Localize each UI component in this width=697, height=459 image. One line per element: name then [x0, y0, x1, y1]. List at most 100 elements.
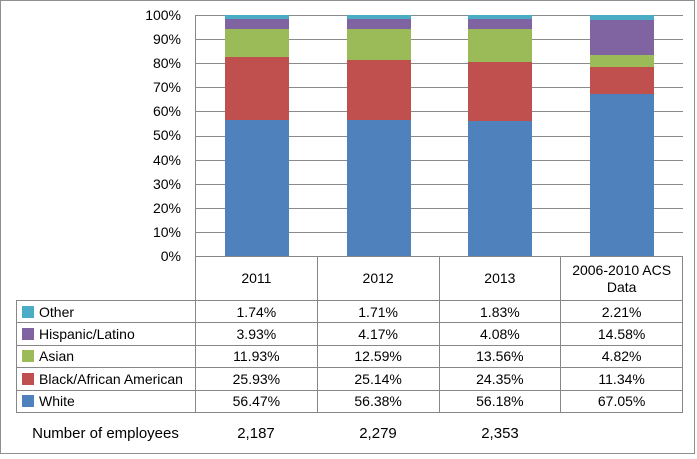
- percent-cell: 56.18%: [439, 390, 562, 413]
- bar-segment-hispanic-latino: [590, 20, 655, 56]
- percent-cell: 4.08%: [439, 323, 562, 346]
- bar-column: [318, 15, 440, 256]
- percent-cell: 25.93%: [196, 368, 318, 391]
- header-cell: 2013: [440, 257, 562, 300]
- percent-cell: 1.74%: [196, 301, 318, 324]
- employees-value: [561, 413, 683, 453]
- y-axis-tick-label: 10%: [152, 223, 181, 240]
- legend-swatch-hispanic-latino: [22, 328, 34, 341]
- bars-layer: [196, 15, 683, 256]
- percent-cell: 24.35%: [439, 368, 562, 391]
- gridline: [196, 207, 683, 209]
- employees-value: 2,353: [481, 424, 519, 442]
- legend-swatch-black-african-american: [22, 372, 34, 385]
- bar-segment-hispanic-latino: [346, 19, 411, 30]
- bar-segment-white: [590, 94, 655, 256]
- percent-cell: 14.58%: [561, 323, 683, 346]
- row-label-text: Hispanic/Latino: [39, 326, 135, 343]
- bar-segment-other: [346, 15, 411, 20]
- percent-cell: 12.59%: [317, 345, 440, 369]
- legend-swatch-white: [22, 395, 34, 408]
- percent-cell: 13.56%: [439, 345, 562, 369]
- bar-segment-black-african-american: [590, 67, 655, 95]
- percent-cell: 11.34%: [561, 368, 683, 391]
- y-axis-tick-label: 0%: [160, 247, 181, 264]
- gridline: [196, 15, 683, 16]
- bar-segment-white: [468, 120, 533, 256]
- percent-cell: 4.17%: [317, 323, 440, 346]
- bar-column: [561, 15, 683, 256]
- gridline: [196, 87, 683, 89]
- row-label-text: Black/African American: [39, 370, 183, 387]
- y-axis-tick-label: 90%: [152, 31, 181, 48]
- percent-cell: 56.38%: [317, 390, 440, 413]
- bar-segment-white: [224, 119, 289, 256]
- stacked-bar: [590, 15, 655, 256]
- y-axis-tick-label: 50%: [152, 127, 181, 144]
- legend-swatch-other: [22, 305, 34, 318]
- gridline: [196, 135, 683, 137]
- y-axis-tick-label: 40%: [152, 151, 181, 168]
- percent-cell: 3.93%: [196, 323, 318, 346]
- bar-segment-other: [468, 15, 533, 20]
- table-row-label: Asian: [17, 345, 196, 369]
- table-row-label: Other: [17, 301, 196, 324]
- gridline: [196, 63, 683, 65]
- row-label-text: Asian: [39, 348, 75, 365]
- percent-cell: 4.82%: [561, 345, 683, 369]
- bar-column: [196, 15, 318, 256]
- percent-cell: 67.05%: [561, 390, 683, 413]
- bar-segment-hispanic-latino: [224, 19, 289, 29]
- bar-segment-black-african-american: [468, 61, 533, 121]
- y-axis-tick-label: 70%: [152, 79, 181, 96]
- row-label-text: White: [39, 393, 75, 410]
- employees-row: Number of employees 2,187 2,279 2,353: [16, 413, 683, 453]
- header-cell: 2011: [196, 257, 318, 300]
- row-label-text: Other: [39, 303, 75, 320]
- header-cell: 2012: [318, 257, 440, 300]
- gridline: [196, 183, 683, 185]
- percent-cell: 1.83%: [439, 301, 562, 324]
- y-axis-tick-label: 60%: [152, 103, 181, 120]
- bar-segment-other: [224, 15, 289, 20]
- percent-cell: 2.21%: [561, 301, 683, 324]
- header-cell: 2006-2010 ACS Data: [561, 257, 683, 300]
- bar-segment-black-african-american: [224, 57, 289, 120]
- bar-segment-asian: [346, 29, 411, 60]
- table-row-label: White: [17, 390, 196, 413]
- percent-cell: 25.14%: [317, 368, 440, 391]
- y-axis-tick-label: 80%: [152, 55, 181, 72]
- y-axis-tick-label: 20%: [152, 199, 181, 216]
- percent-cell: 1.71%: [317, 301, 440, 324]
- employees-value: 2,187: [237, 424, 275, 442]
- bar-segment-white: [346, 120, 411, 256]
- employees-value: 2,279: [359, 424, 397, 442]
- bar-segment-hispanic-latino: [468, 19, 533, 30]
- employees-label: Number of employees: [32, 424, 179, 442]
- legend-swatch-asian: [22, 350, 34, 363]
- bar-segment-asian: [224, 28, 289, 58]
- stacked-bar: [224, 15, 289, 256]
- bar-segment-other: [590, 15, 655, 21]
- bar-segment-asian: [590, 55, 655, 68]
- gridline: [196, 111, 683, 113]
- y-axis: 100% 90% 80% 70% 60% 50% 40% 30% 20% 10%…: [1, 6, 181, 265]
- bar-column: [440, 15, 562, 256]
- gridline: [196, 39, 683, 41]
- y-axis-tick-label: 30%: [152, 175, 181, 192]
- percent-cell: 56.47%: [196, 390, 318, 413]
- table-row-label: Hispanic/Latino: [17, 323, 196, 346]
- y-axis-tick-label: 100%: [145, 7, 181, 23]
- data-table: Other 1.74% 1.71% 1.83% 2.21% Hispanic/L…: [16, 300, 683, 413]
- stacked-bar: [346, 15, 411, 256]
- table-header-row: 2011 2012 2013 2006-2010 ACS Data: [195, 256, 683, 300]
- gridline: [196, 159, 683, 161]
- percent-cell: 11.93%: [196, 345, 318, 369]
- table-row-label: Black/African American: [17, 368, 196, 391]
- gridline: [196, 231, 683, 233]
- bar-segment-black-african-american: [346, 59, 411, 121]
- plot-area: [195, 15, 683, 257]
- bar-segment-asian: [468, 29, 533, 62]
- stacked-bar: [468, 15, 533, 256]
